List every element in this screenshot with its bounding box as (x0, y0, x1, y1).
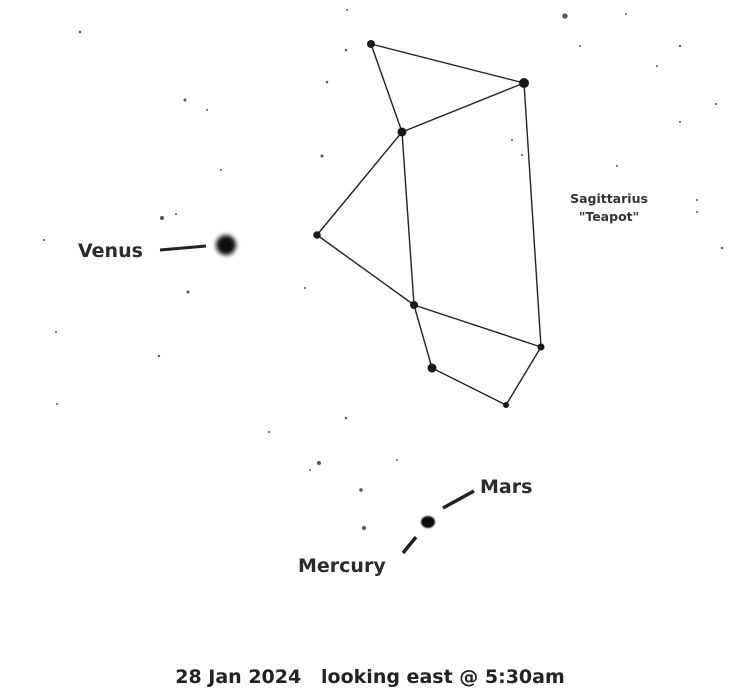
sky-chart: Venus Mars Mercury Sagittarius "Teapot" … (0, 0, 748, 690)
constellation-lines (317, 44, 541, 405)
mars-mercury-planets (421, 516, 435, 528)
constellation-name: Sagittarius (570, 191, 648, 206)
background-stars (43, 9, 723, 530)
mars-pointer (443, 491, 474, 508)
venus-planet (216, 235, 236, 255)
mercury-pointer (403, 537, 416, 553)
venus-pointer (160, 246, 206, 250)
venus-label: Venus (78, 240, 143, 262)
constellation-stars (313, 40, 544, 408)
caption: 28 Jan 2024 looking east @ 5:30am (175, 666, 565, 688)
mars-label: Mars (480, 476, 532, 498)
mercury-label: Mercury (298, 555, 386, 577)
constellation-nickname: "Teapot" (579, 209, 639, 224)
